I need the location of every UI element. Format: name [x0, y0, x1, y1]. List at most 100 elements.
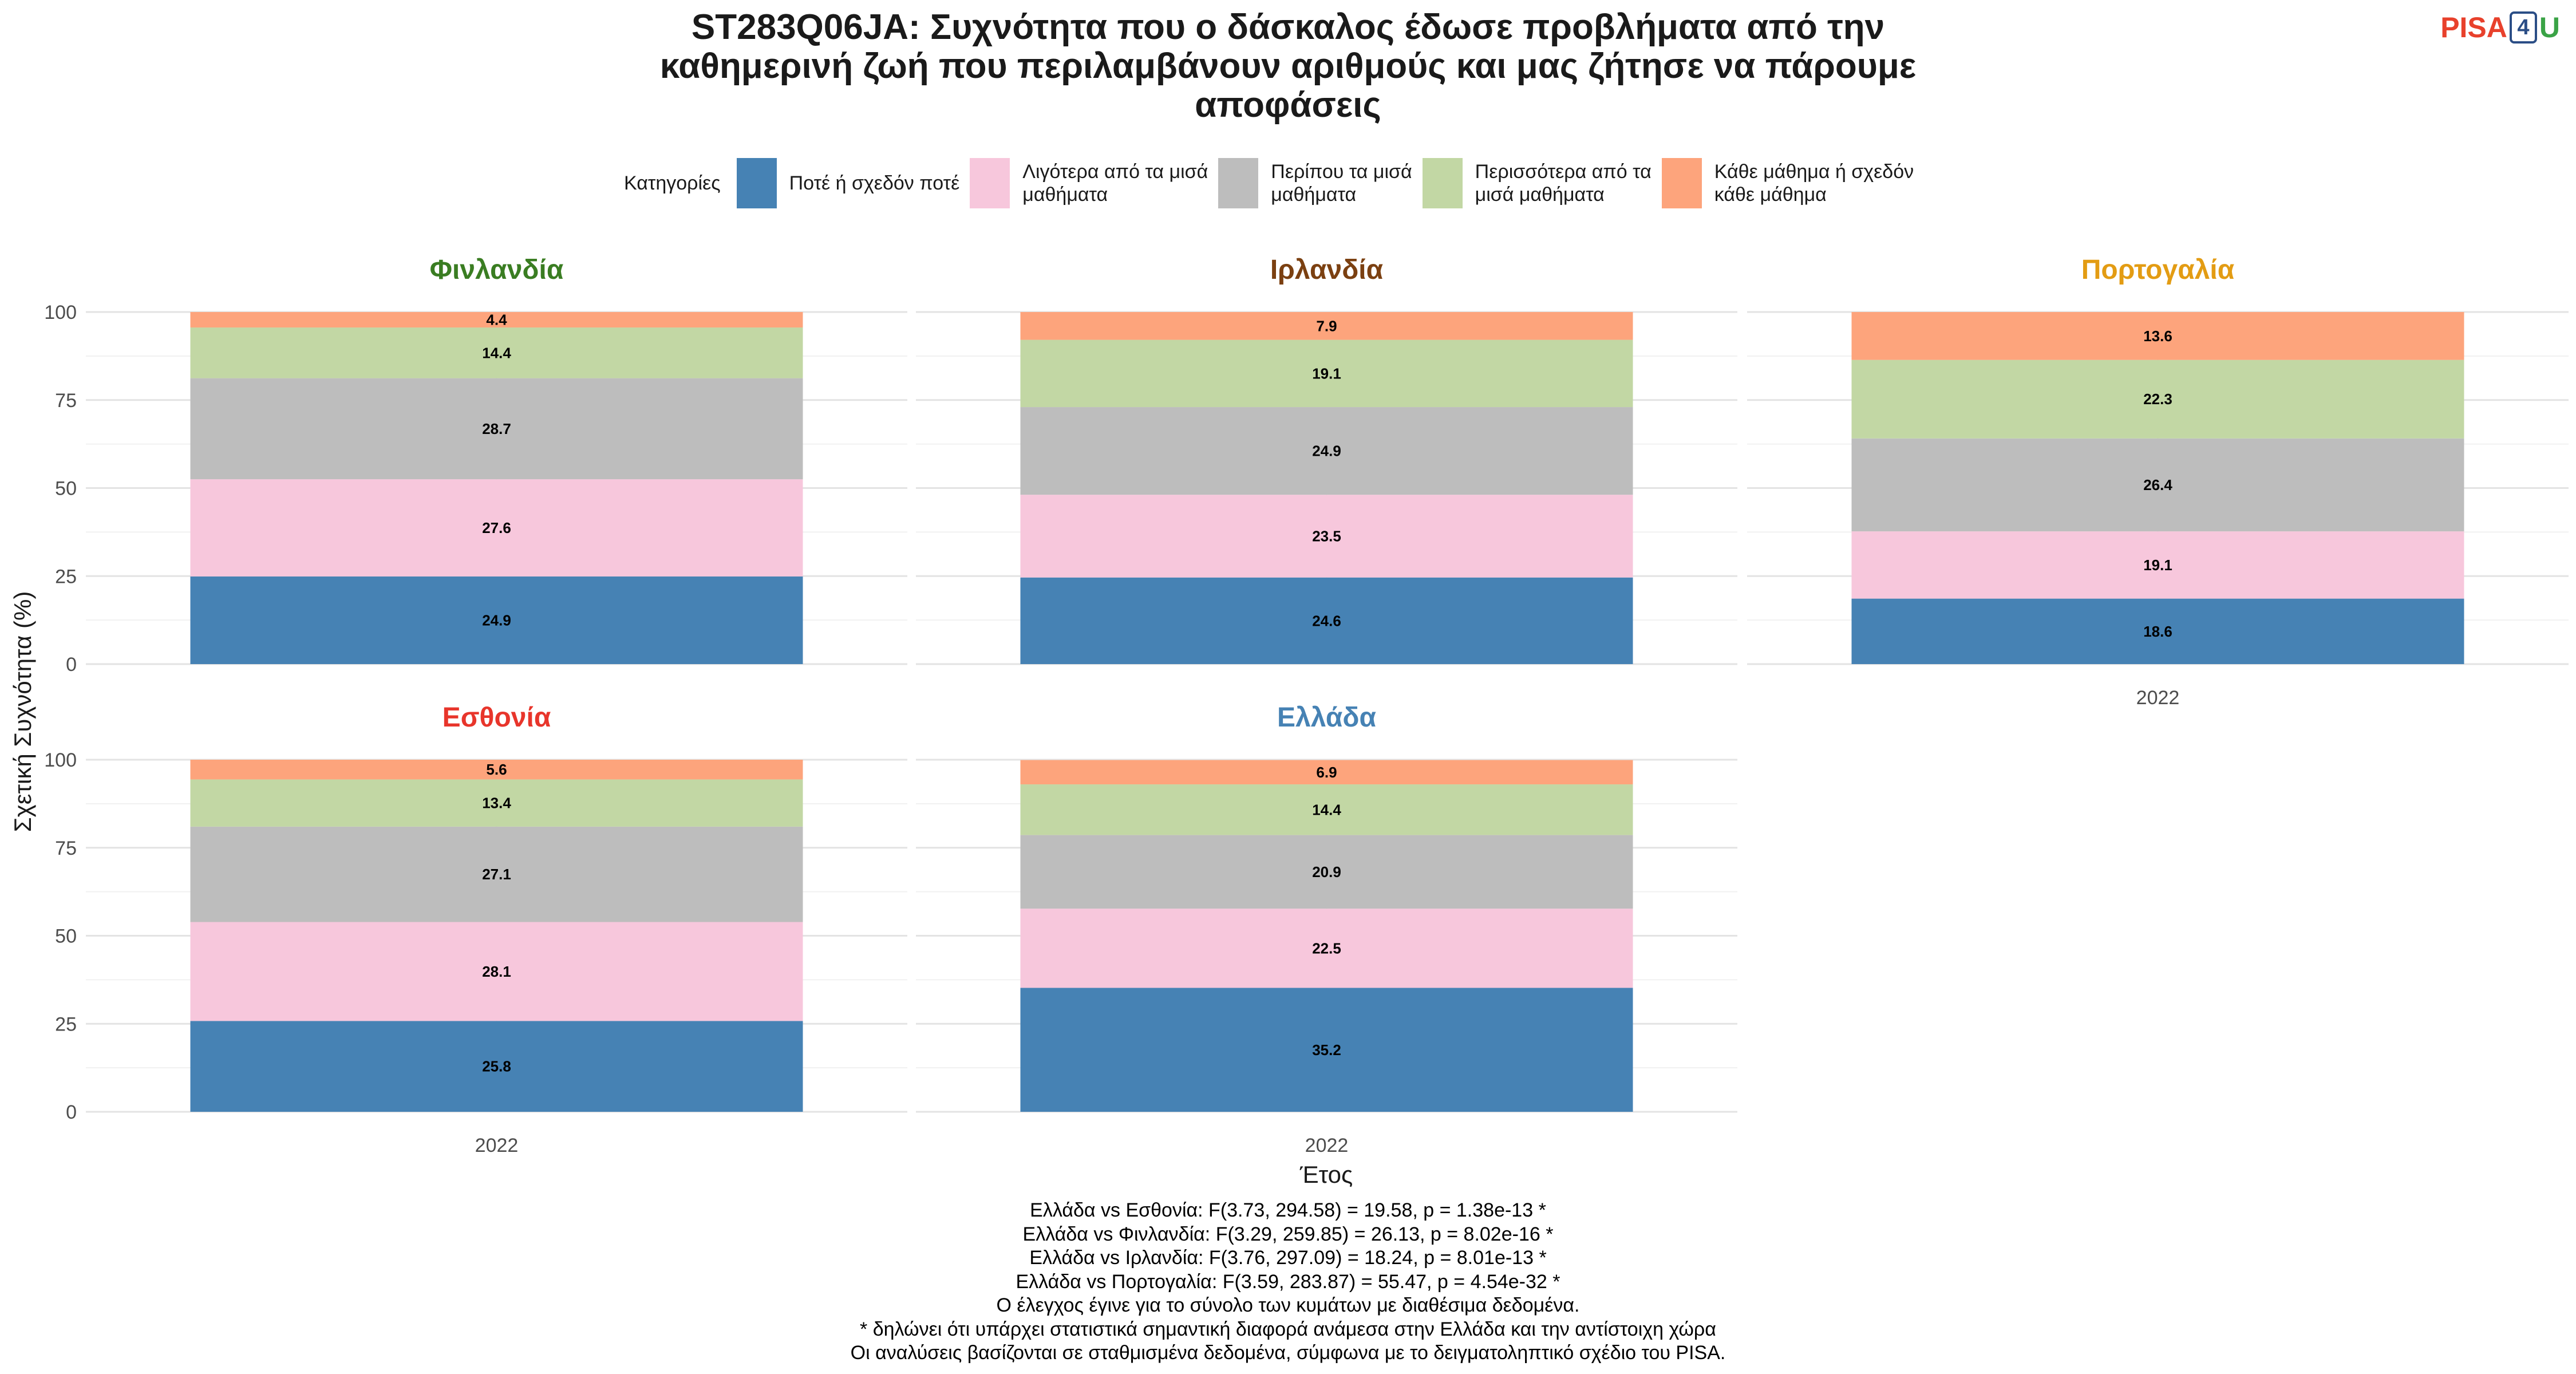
footnotes: Ελλάδα vs Εσθονία: F(3.73, 294.58) = 19.… — [572, 1199, 2004, 1365]
data-label: 24.6 — [1312, 612, 1341, 629]
chart-title-line: αποφάσεις — [1195, 85, 1381, 125]
legend-label-line: κάθε μάθημα — [1714, 184, 1827, 206]
legend-item: Περίπου τα μισά μαθήματα — [1218, 158, 1412, 208]
panel-1: Φινλανδία 24.9 27.6 28.7 14.4 4.4 0 25 50 75 100 — [44, 255, 907, 676]
data-label: 4.4 — [486, 311, 507, 329]
x-axis-title: Έτος — [1299, 1161, 1353, 1188]
x-tick-label: 2022 — [1305, 1135, 1349, 1156]
legend-label-line: Περίπου τα μισά — [1271, 161, 1412, 183]
data-label: 23.5 — [1312, 527, 1341, 544]
bar-segment — [1020, 407, 1633, 495]
data-label: 35.2 — [1312, 1041, 1341, 1059]
bar-segment — [1020, 909, 1633, 988]
legend-label-line: Λιγότερα από τα μισά — [1022, 161, 1208, 183]
bar-segment — [190, 479, 803, 577]
bar-segment — [190, 779, 803, 827]
chart-title: ST283Q06JA: Συχνότητα που ο δάσκαλος έδω… — [561, 8, 2015, 125]
legend-item: Ποτέ ή σχεδόν ποτέ — [736, 158, 960, 208]
bar-segment — [1851, 438, 2464, 532]
chart-title-line: ST283Q06JA: Συχνότητα που ο δάσκαλος έδω… — [691, 7, 1885, 47]
y-tick-label: 100 — [44, 302, 77, 323]
chart-title-line: καθημερινή ζωή που περιλαμβάνουν αριθμού… — [659, 46, 1917, 86]
data-label: 24.9 — [1312, 443, 1341, 460]
legend-label-line: μαθήματα — [1022, 184, 1108, 206]
footnote-line: Ο έλεγχος έγινε για το σύνολο των κυμάτω… — [996, 1294, 1580, 1316]
data-label: 27.6 — [482, 519, 511, 536]
y-tick-label: 100 — [44, 749, 77, 771]
bar-segment — [1851, 598, 2464, 664]
bar-segment — [190, 826, 803, 922]
data-label: 20.9 — [1312, 863, 1341, 881]
bar-segment — [190, 576, 803, 664]
pisa4u-logo: PISA 4 U — [2440, 10, 2560, 45]
y-tick-label: 50 — [55, 478, 77, 500]
x-tick-label: 2022 — [2136, 687, 2180, 709]
legend-label-line: μαθήματα — [1271, 184, 1357, 206]
bar-segment — [190, 922, 803, 1021]
panel-title: Εσθονία — [442, 702, 551, 733]
legend-swatch — [1218, 158, 1259, 208]
footnote-line: * δηλώνει ότι υπάρχει στατιστικά σημαντι… — [860, 1318, 1716, 1340]
data-label: 26.4 — [2143, 476, 2172, 493]
legend-label: Λιγότερα από τα μισά μαθήματα — [1022, 160, 1208, 206]
panel-5: Ελλάδα 35.2 22.5 20.9 14.4 6.9 2022 — [916, 702, 1737, 1156]
data-label: 14.4 — [482, 344, 511, 361]
panel-4: Εσθονία 25.8 28.1 27.1 13.4 5.6 0 25 50 75 100 2022 — [44, 702, 907, 1156]
panel-title: Ιρλανδία — [1270, 255, 1384, 285]
legend-item: Λιγότερα από τα μισά μαθήματα — [970, 158, 1208, 208]
panel-2: Ιρλανδία 24.6 23.5 24.9 19.1 7.9 — [916, 255, 1737, 665]
legend-swatch — [736, 158, 777, 208]
logo-pisa-text: PISA — [2440, 11, 2507, 44]
bar-segment — [1851, 360, 2464, 439]
data-label: 18.6 — [2143, 623, 2172, 640]
footnote-line: Ελλάδα vs Φινλανδία: F(3.29, 259.85) = 2… — [1022, 1223, 1554, 1245]
footnote-line: Ελλάδα vs Ιρλανδία: F(3.76, 297.09) = 18… — [1029, 1247, 1547, 1269]
data-label: 14.4 — [1312, 801, 1341, 818]
legend-swatch — [1422, 158, 1463, 208]
data-label: 24.9 — [482, 611, 511, 629]
legend-label: Περίπου τα μισά μαθήματα — [1271, 160, 1412, 206]
legend-label: Ποτέ ή σχεδόν ποτέ — [789, 172, 960, 195]
logo-u-text: U — [2539, 11, 2560, 44]
y-tick-label: 50 — [55, 926, 77, 947]
bar-segment — [1020, 760, 1633, 785]
legend-swatch — [1661, 158, 1702, 208]
data-label: 7.9 — [1316, 317, 1337, 334]
legend-label-line: Περισσότερα από τα — [1475, 161, 1652, 183]
legend-label: Κάθε μάθημα ή σχεδόν κάθε μάθημα — [1714, 160, 1914, 206]
bar-segment — [190, 760, 803, 780]
bar-segment — [190, 378, 803, 480]
y-tick-label: 0 — [66, 654, 77, 676]
panel-title: Πορτογαλία — [2081, 255, 2235, 285]
bar-segment — [1020, 312, 1633, 340]
bar-segment — [1020, 495, 1633, 578]
x-tick-label: 2022 — [475, 1135, 519, 1156]
y-tick-label: 0 — [66, 1101, 77, 1123]
y-tick-label: 25 — [55, 1013, 77, 1035]
footnote-line: Οι αναλύσεις βασίζονται σε σταθμισμένα δ… — [850, 1342, 1726, 1364]
data-label: 13.4 — [482, 795, 511, 812]
y-tick-label: 75 — [55, 838, 77, 859]
chart-area: Φινλανδία 24.9 27.6 28.7 14.4 4.4 0 25 50 75 100 Ιρ… — [9, 255, 2569, 1188]
legend-label: Περισσότερα από τα μισά μαθήματα — [1475, 160, 1652, 206]
bar-segment — [1020, 784, 1633, 835]
legend-swatch — [970, 158, 1010, 208]
legend-item: Περισσότερα από τα μισά μαθήματα — [1422, 158, 1652, 208]
y-tick-label: 75 — [55, 390, 77, 412]
bar-segment — [1851, 312, 2464, 360]
panel-3: Πορτογαλία 18.6 19.1 26.4 22.3 13.6 2022 — [1747, 255, 2569, 709]
data-label: 6.9 — [1316, 764, 1337, 781]
panel-title: Ελλάδα — [1277, 702, 1376, 733]
bar-segment — [190, 312, 803, 328]
legend-label-line: Κάθε μάθημα ή σχεδόν — [1714, 161, 1914, 183]
bar-segment — [1020, 577, 1633, 664]
footnote-line: Ελλάδα vs Εσθονία: F(3.73, 294.58) = 19.… — [1030, 1199, 1546, 1221]
bar-segment — [190, 327, 803, 378]
bar-segment — [1020, 835, 1633, 909]
y-tick-label: 25 — [55, 566, 77, 587]
data-label: 13.6 — [2143, 327, 2172, 345]
data-label: 5.6 — [486, 761, 507, 778]
data-label: 19.1 — [1312, 365, 1341, 382]
data-label: 22.3 — [2143, 390, 2172, 408]
data-label: 28.7 — [482, 420, 511, 437]
